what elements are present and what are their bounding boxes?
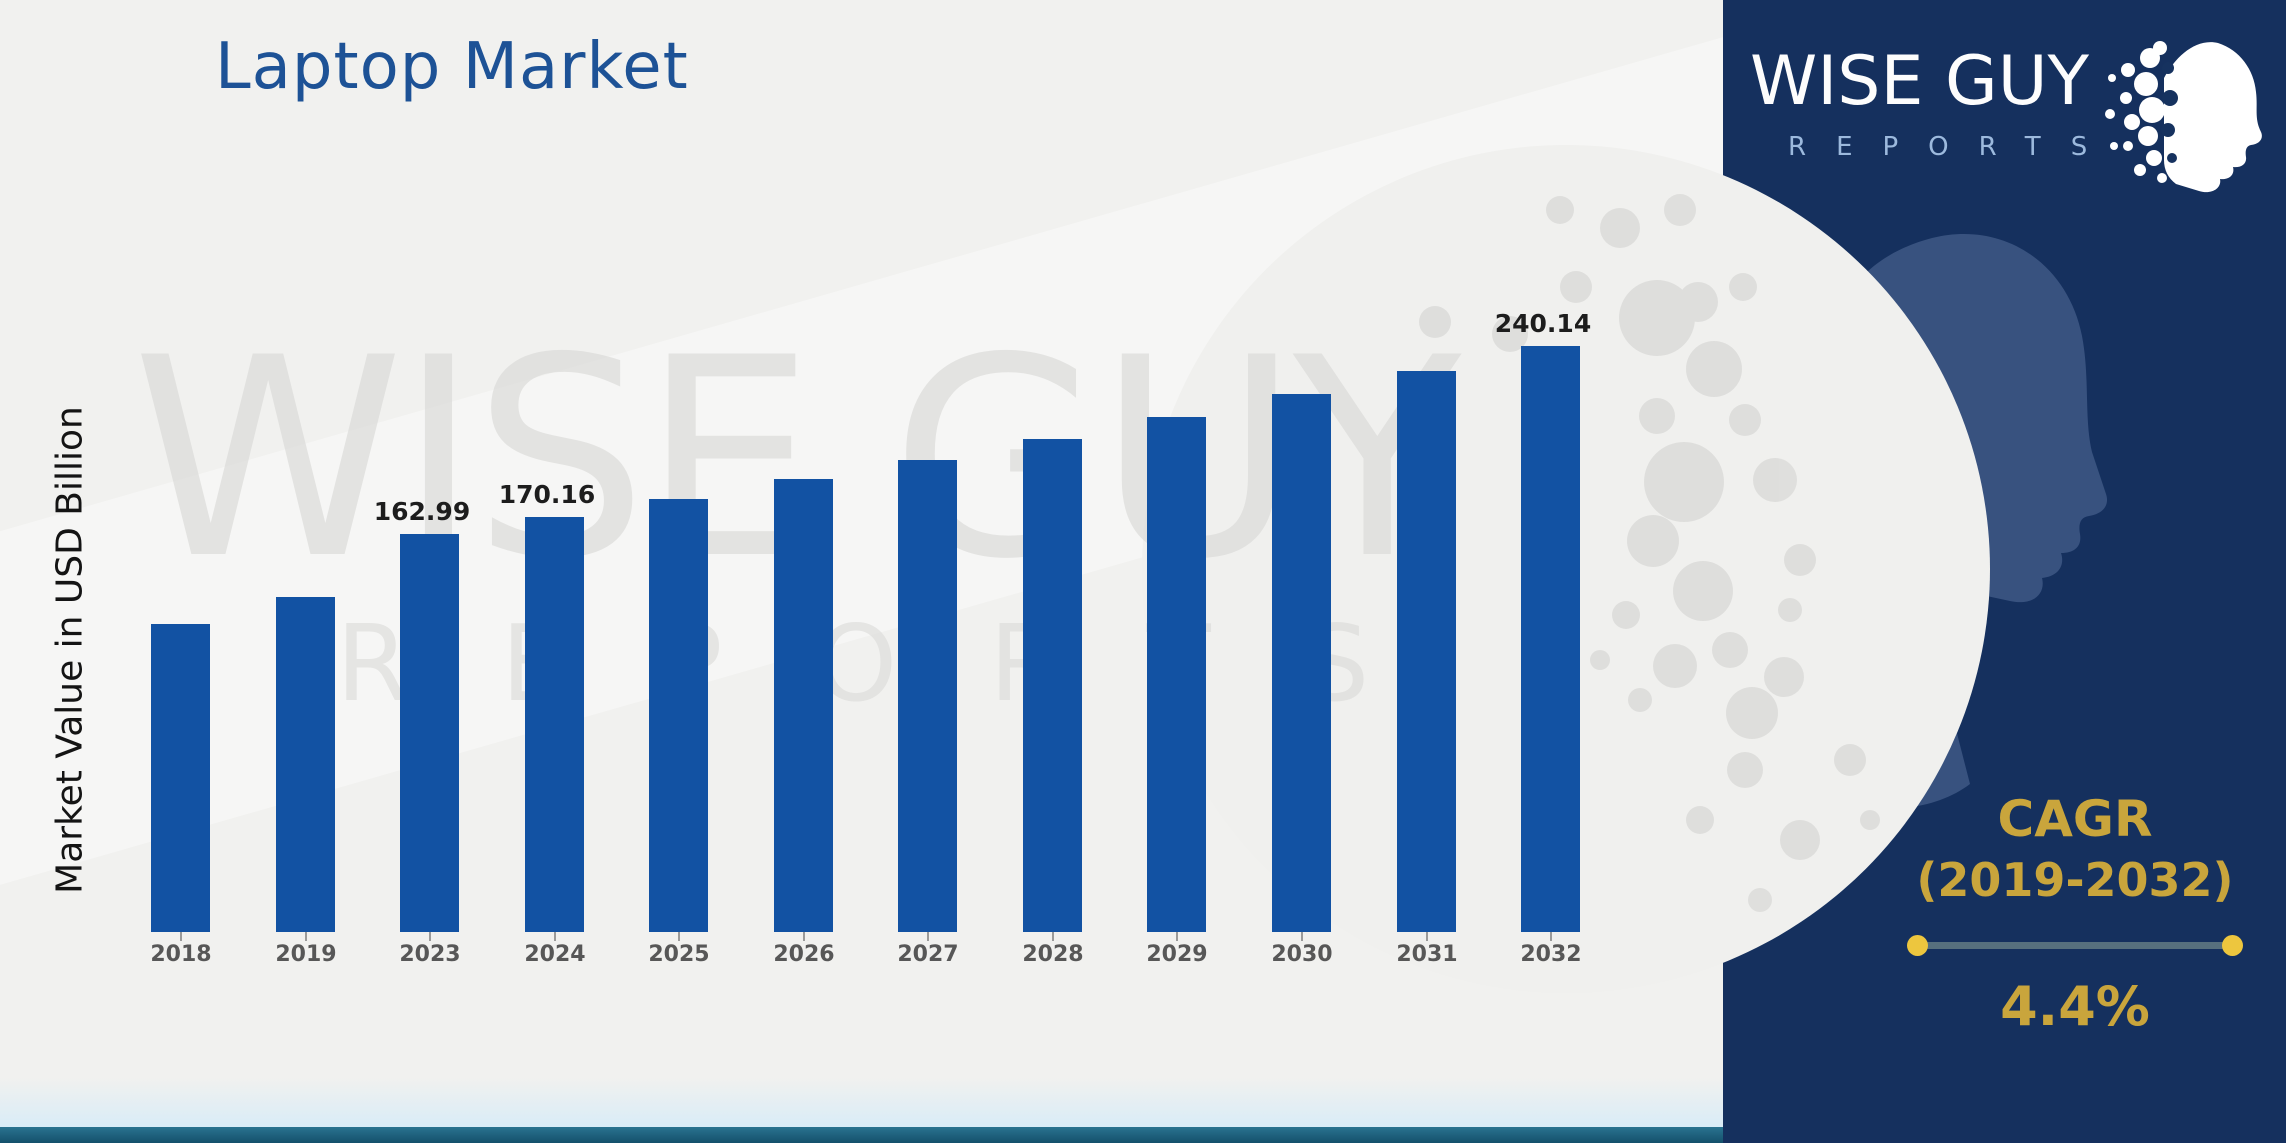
cagr-heading: CAGR: [1997, 790, 2153, 848]
x-tick-label: 2027: [897, 942, 959, 967]
x-tick-label: 2029: [1146, 942, 1208, 967]
x-tick-label: 2028: [1022, 942, 1084, 967]
x-axis-tick: [554, 932, 556, 941]
x-axis-tick: [1301, 932, 1303, 941]
x-axis-tick: [429, 932, 431, 941]
x-tick-label: 2023: [399, 942, 461, 967]
bar-value-label: 162.99: [373, 497, 471, 526]
x-tick-label: 2026: [773, 942, 835, 967]
x-axis-tick: [927, 932, 929, 941]
bar-2019: [276, 597, 335, 932]
cagr-underline: [1907, 935, 2243, 957]
brand-wordmark: WISE GUY: [1750, 42, 2090, 121]
x-tick-label: 2019: [275, 942, 337, 967]
bar-2027: [898, 460, 957, 932]
x-axis-tick: [1426, 932, 1428, 941]
bar-2024: [525, 517, 584, 932]
x-tick-label: 2024: [524, 942, 586, 967]
bar-2026: [774, 479, 833, 932]
bar-value-label: 170.16: [498, 480, 596, 509]
brand-reports-label: REPORTS: [1788, 132, 2118, 162]
x-axis-tick: [803, 932, 805, 941]
x-axis-tick: [1052, 932, 1054, 941]
page-title: Laptop Market: [215, 30, 689, 104]
bar-2029: [1147, 417, 1206, 932]
cagr-period: (2019-2032): [1916, 853, 2234, 907]
x-tick-label: 2018: [150, 942, 212, 967]
cagr-block: CAGR (2019-2032) 4.4%: [1865, 792, 2285, 1038]
brand-head-icon: [2105, 41, 2262, 193]
cagr-line-dot-right: [2222, 935, 2243, 957]
x-axis-tick: [1550, 932, 1552, 941]
bar-2028: [1023, 439, 1082, 932]
bar-value-label: 240.14: [1494, 309, 1592, 338]
x-tick-label: 2025: [648, 942, 710, 967]
bottom-teal-strip: [0, 1127, 1723, 1143]
bottom-gradient-band: [0, 1078, 1723, 1127]
bar-2032: [1521, 346, 1580, 932]
x-tick-label: 2030: [1271, 942, 1333, 967]
x-tick-label: 2032: [1520, 942, 1582, 967]
bar-2025: [649, 499, 708, 932]
bar-2023: [400, 534, 459, 932]
cagr-line-dot-left: [1907, 935, 1928, 957]
bar-2030: [1272, 394, 1331, 932]
bar-2018: [151, 624, 210, 932]
x-axis-tick: [180, 932, 182, 941]
x-axis-tick: [678, 932, 680, 941]
x-axis-tick: [1176, 932, 1178, 941]
bar-2031: [1397, 371, 1456, 932]
x-tick-label: 2031: [1396, 942, 1458, 967]
x-axis-tick: [305, 932, 307, 941]
cagr-value: 4.4%: [2000, 975, 2150, 1039]
